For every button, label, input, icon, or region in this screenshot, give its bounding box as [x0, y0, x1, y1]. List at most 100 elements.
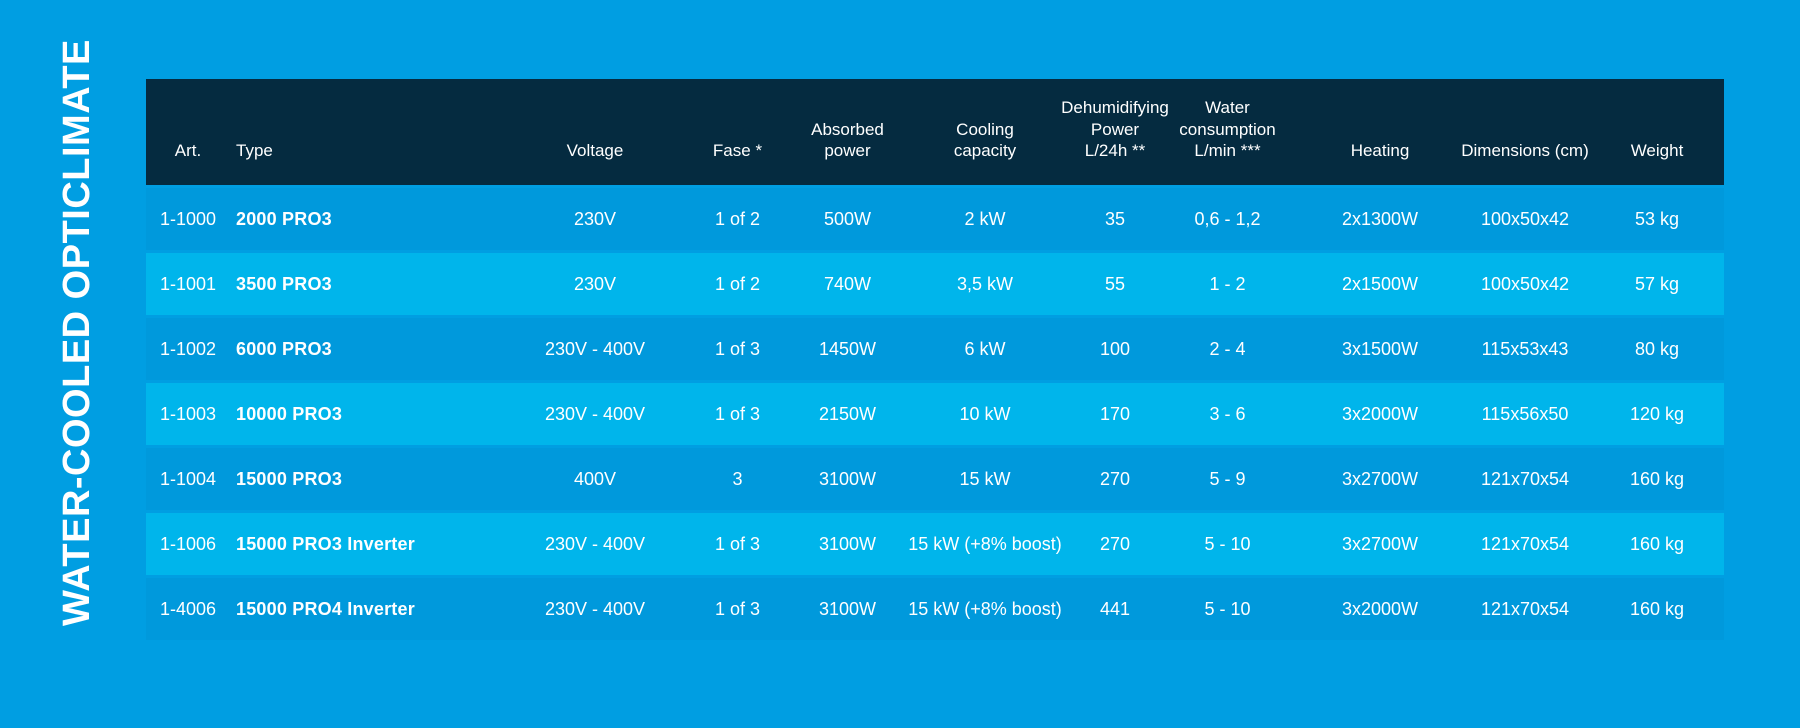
cell-dimensions-cm: 100x50x42: [1480, 208, 1570, 229]
cell-heating: 3x2700W: [1341, 468, 1419, 489]
column-header-weight: Weight: [1590, 140, 1724, 161]
column-header-label: Type: [236, 140, 273, 160]
column-header-label: Voltage: [566, 140, 624, 160]
table-row: 1-4006 15000 PRO4 Inverter 230V - 400V 1 of…: [146, 578, 1724, 640]
cell-cooling: 15 kW (+8% boost): [908, 533, 1062, 554]
cell-voltage: 230V - 400V: [544, 403, 646, 424]
column-header-label: Heating: [1350, 140, 1410, 160]
table-row: 1-1001 3500 PRO3 230V 1 of 2 740W 3,5 kW 55 1 -…: [146, 253, 1724, 315]
cell-fase: 1 of 2: [714, 208, 761, 229]
cell-heating: 3x2700W: [1341, 533, 1419, 554]
column-header-type: Type: [230, 140, 515, 161]
cell-voltage: 230V: [573, 273, 617, 294]
cell-weight: 53 kg: [1634, 208, 1680, 229]
cell-absorbed: 500W: [823, 208, 872, 229]
column-header-dehumidifying: Dehumidifying Power L/24h **: [1061, 97, 1169, 161]
column-header-label: Water consumption L/min ***: [1179, 98, 1276, 160]
cell-heating: 2x1500W: [1341, 273, 1419, 294]
cell-weight: 57 kg: [1634, 273, 1680, 294]
cell-fase: 1 of 3: [714, 598, 761, 619]
cell-water: 3 - 6: [1209, 403, 1246, 424]
cell-dehumidifying: 55: [1104, 273, 1126, 294]
cell-absorbed: 2150W: [818, 403, 877, 424]
cell-absorbed: 3100W: [818, 533, 877, 554]
cell-absorbed: 3100W: [818, 598, 877, 619]
cell-dimensions-cm: 121x70x54: [1480, 533, 1570, 554]
cell-dehumidifying: 170: [1099, 403, 1131, 424]
cell-cooling: 6 kW: [964, 338, 1006, 359]
table-row: 1-1003 10000 PRO3 230V - 400V 1 of 3 2150W 10…: [146, 383, 1724, 445]
column-header-fase: Fase *: [675, 140, 800, 161]
cell-dehumidifying: 441: [1099, 598, 1131, 619]
column-header-label: Dimensions (cm): [1461, 140, 1589, 160]
column-header-cooling: Cooling capacity: [895, 119, 1075, 162]
column-header-art: Art.: [146, 140, 230, 161]
cell-voltage: 230V - 400V: [544, 338, 646, 359]
cell-fase: 3: [732, 468, 743, 489]
column-header-water: Water consumption L/min ***: [1155, 97, 1300, 161]
spec-table: Art. Type Voltage Fase * Absorbed power Cooli…: [146, 79, 1724, 643]
cell-art: 1-1001: [159, 273, 217, 294]
page-title: WATER-COOLED OPTICLIMATE: [56, 39, 98, 626]
cell-cooling: 15 kW (+8% boost): [908, 598, 1062, 619]
cell-type: 10000 PRO3: [236, 403, 343, 424]
cell-voltage: 230V - 400V: [544, 598, 646, 619]
column-header-absorbed: Absorbed power: [800, 119, 895, 162]
table-row: 1-1000 2000 PRO3 230V 1 of 2 500W 2 kW 35 0,6 -…: [146, 188, 1724, 250]
cell-fase: 1 of 3: [714, 533, 761, 554]
cell-water: 2 - 4: [1209, 338, 1246, 359]
table-header-row: Art. Type Voltage Fase * Absorbed power Cooli…: [146, 79, 1724, 185]
cell-dimensions-cm: 100x50x42: [1480, 273, 1570, 294]
cell-water: 0,6 - 1,2: [1194, 208, 1261, 229]
cell-cooling: 3,5 kW: [956, 273, 1013, 294]
cell-type: 2000 PRO3: [236, 208, 332, 229]
cell-dimensions-cm: 115x53x43: [1481, 338, 1569, 359]
cell-dimensions-cm: 121x70x54: [1480, 598, 1570, 619]
cell-type: 6000 PRO3: [236, 338, 332, 359]
column-header-heating: Heating: [1300, 140, 1460, 161]
column-header-label: Weight: [1630, 140, 1684, 160]
cell-cooling: 10 kW: [959, 403, 1011, 424]
column-header-label: Dehumidifying Power L/24h **: [1061, 98, 1169, 160]
cell-dehumidifying: 270: [1099, 468, 1131, 489]
cell-absorbed: 1450W: [818, 338, 877, 359]
cell-weight: 80 kg: [1634, 338, 1680, 359]
cell-voltage: 230V: [573, 208, 617, 229]
column-header-label: Art.: [174, 140, 202, 160]
column-header-label: Fase *: [712, 140, 763, 160]
column-header-label: Cooling capacity: [953, 119, 1017, 160]
cell-weight: 160 kg: [1629, 533, 1685, 554]
column-header-dimensions-cm: Dimensions (cm): [1460, 140, 1590, 161]
column-header-voltage: Voltage: [515, 140, 675, 161]
cell-type: 15000 PRO4 Inverter: [236, 598, 415, 619]
table-row: 1-1004 15000 PRO3 400V 3 3100W 15 kW 270 5 - 9 3…: [146, 448, 1724, 510]
cell-water: 5 - 9: [1209, 468, 1246, 489]
cell-voltage: 400V: [573, 468, 617, 489]
cell-water: 5 - 10: [1204, 533, 1251, 554]
cell-weight: 160 kg: [1629, 598, 1685, 619]
cell-absorbed: 3100W: [818, 468, 877, 489]
cell-type: 15000 PRO3: [236, 468, 343, 489]
cell-heating: 3x2000W: [1341, 403, 1419, 424]
cell-weight: 120 kg: [1629, 403, 1685, 424]
cell-art: 1-1004: [159, 468, 217, 489]
cell-cooling: 15 kW: [959, 468, 1011, 489]
table-row: 1-1006 15000 PRO3 Inverter 230V - 400V 1 of…: [146, 513, 1724, 575]
table-body: 1-1000 2000 PRO3 230V 1 of 2 500W 2 kW 35 0,6 -…: [146, 188, 1724, 640]
cell-art: 1-4006: [159, 598, 217, 619]
cell-dehumidifying: 100: [1099, 338, 1131, 359]
cell-dehumidifying: 35: [1104, 208, 1126, 229]
cell-art: 1-1000: [159, 208, 217, 229]
cell-absorbed: 740W: [823, 273, 872, 294]
column-header-label: Absorbed power: [811, 119, 884, 160]
cell-heating: 2x1300W: [1341, 208, 1419, 229]
cell-type: 15000 PRO3 Inverter: [236, 533, 415, 554]
cell-dimensions-cm: 115x56x50: [1481, 403, 1569, 424]
cell-heating: 3x1500W: [1341, 338, 1419, 359]
cell-water: 1 - 2: [1209, 273, 1246, 294]
cell-fase: 1 of 3: [714, 338, 761, 359]
cell-art: 1-1002: [159, 338, 217, 359]
cell-voltage: 230V - 400V: [544, 533, 646, 554]
cell-dimensions-cm: 121x70x54: [1480, 468, 1570, 489]
cell-dehumidifying: 270: [1099, 533, 1131, 554]
